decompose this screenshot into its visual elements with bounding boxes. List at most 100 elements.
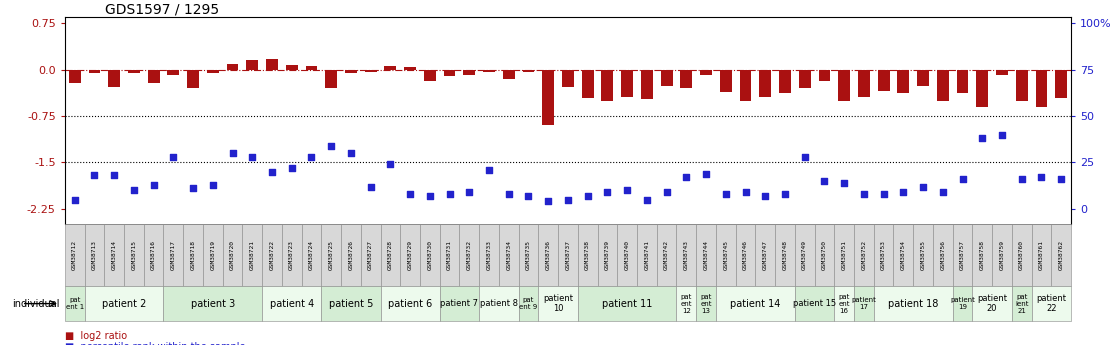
Text: patient 8: patient 8 [480, 299, 518, 308]
Text: GSM38742: GSM38742 [664, 240, 669, 270]
Bar [144, 224, 163, 286]
Point [85, 173, 103, 178]
Bar [878, 70, 890, 91]
Bar [380, 224, 400, 286]
Bar [321, 286, 380, 321]
Bar [858, 70, 870, 97]
Bar [321, 224, 341, 286]
Text: GSM38724: GSM38724 [309, 240, 314, 270]
Bar [996, 70, 1008, 75]
Bar [499, 224, 519, 286]
Text: GSM38734: GSM38734 [506, 240, 511, 270]
Bar [345, 70, 357, 73]
Point [717, 191, 735, 197]
Bar [341, 224, 361, 286]
Bar [1035, 70, 1048, 107]
Point [934, 189, 951, 195]
Bar [578, 224, 597, 286]
Point [974, 136, 992, 141]
Text: patient
17: patient 17 [852, 297, 877, 310]
Bar [661, 70, 673, 86]
Bar [405, 67, 416, 70]
Text: GSM38745: GSM38745 [723, 240, 728, 270]
Bar [736, 224, 756, 286]
Point [737, 189, 755, 195]
Bar [400, 224, 420, 286]
Point [342, 150, 360, 156]
Point [835, 180, 853, 186]
Point [598, 189, 616, 195]
Point [559, 197, 577, 202]
Text: pat
ent
16: pat ent 16 [838, 294, 850, 314]
Text: GSM38741: GSM38741 [644, 240, 650, 270]
Bar [459, 224, 480, 286]
Text: GSM38759: GSM38759 [999, 240, 1004, 270]
Bar [1055, 70, 1067, 98]
Bar [697, 286, 716, 321]
Bar [854, 224, 874, 286]
Bar [1016, 70, 1027, 101]
Bar [124, 224, 144, 286]
Point [1033, 175, 1051, 180]
Text: patient 15: patient 15 [793, 299, 836, 308]
Bar [597, 224, 617, 286]
Text: GSM38715: GSM38715 [132, 240, 136, 270]
Text: GSM38735: GSM38735 [525, 240, 531, 270]
Bar [815, 224, 834, 286]
Bar [637, 224, 656, 286]
Point [657, 189, 675, 195]
Bar [913, 224, 932, 286]
Bar [69, 70, 80, 83]
Bar [168, 70, 179, 75]
Bar [676, 286, 697, 321]
Bar [973, 286, 1012, 321]
Bar [937, 70, 949, 101]
Bar [266, 59, 278, 70]
Bar [65, 224, 85, 286]
Bar [716, 224, 736, 286]
Text: GSM38761: GSM38761 [1039, 240, 1044, 270]
Bar [88, 70, 101, 73]
Point [283, 165, 301, 171]
Point [815, 178, 833, 184]
Text: individual: individual [12, 299, 59, 308]
Point [105, 173, 123, 178]
Text: GSM38756: GSM38756 [940, 240, 946, 270]
Bar [361, 224, 380, 286]
Bar [364, 70, 377, 72]
Point [500, 191, 518, 197]
Text: GSM38726: GSM38726 [349, 240, 353, 270]
Point [420, 193, 438, 199]
Bar [957, 70, 968, 93]
Bar [385, 66, 396, 70]
Text: GSM38737: GSM38737 [566, 240, 570, 270]
Bar [85, 224, 104, 286]
Point [1052, 176, 1070, 182]
Bar [617, 224, 637, 286]
Bar [262, 286, 321, 321]
Point [125, 187, 143, 193]
Bar [542, 70, 555, 125]
Text: GSM38729: GSM38729 [408, 240, 413, 270]
Point [993, 132, 1011, 137]
Point [381, 161, 399, 167]
Bar [917, 70, 929, 86]
Text: GSM38712: GSM38712 [73, 240, 77, 270]
Bar [420, 224, 439, 286]
Bar [325, 70, 338, 88]
Text: GSM38739: GSM38739 [605, 240, 610, 270]
Text: GSM38750: GSM38750 [822, 240, 827, 270]
Bar [676, 224, 697, 286]
Bar [953, 224, 973, 286]
Text: ■  log2 ratio: ■ log2 ratio [65, 331, 127, 341]
Bar [1051, 224, 1071, 286]
Text: patient 7: patient 7 [440, 299, 479, 308]
Text: GSM38723: GSM38723 [290, 240, 294, 270]
Bar [581, 70, 594, 98]
Text: pat
ient
21: pat ient 21 [1015, 294, 1029, 314]
Bar [898, 70, 909, 93]
Point [203, 182, 221, 187]
Text: patient 6: patient 6 [388, 299, 433, 308]
Text: GSM38760: GSM38760 [1020, 240, 1024, 270]
Bar [243, 224, 262, 286]
